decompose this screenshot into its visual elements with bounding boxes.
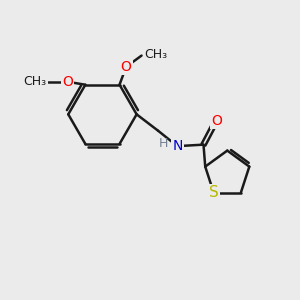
- Text: O: O: [121, 60, 131, 74]
- Text: N: N: [172, 139, 182, 153]
- Text: CH₃: CH₃: [144, 48, 167, 61]
- Text: H: H: [158, 137, 168, 150]
- Text: O: O: [211, 114, 222, 128]
- Text: S: S: [209, 185, 218, 200]
- Text: CH₃: CH₃: [24, 75, 47, 88]
- Text: O: O: [62, 75, 73, 89]
